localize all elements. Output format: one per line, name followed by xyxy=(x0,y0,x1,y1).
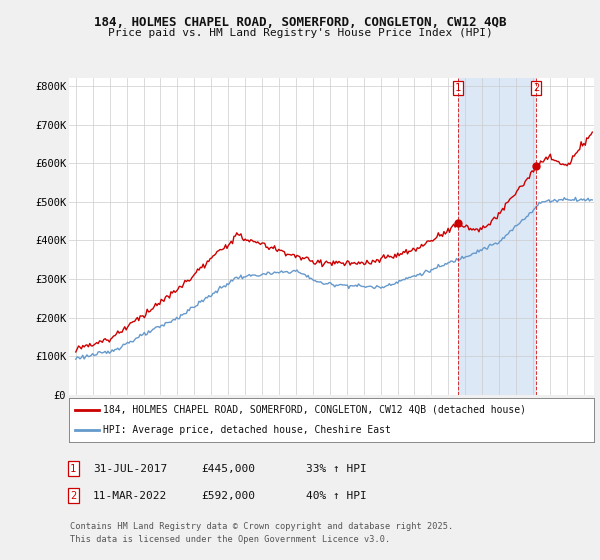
Text: Price paid vs. HM Land Registry's House Price Index (HPI): Price paid vs. HM Land Registry's House … xyxy=(107,28,493,38)
Text: £445,000: £445,000 xyxy=(201,464,255,474)
Text: 184, HOLMES CHAPEL ROAD, SOMERFORD, CONGLETON, CW12 4QB (detached house): 184, HOLMES CHAPEL ROAD, SOMERFORD, CONG… xyxy=(103,405,526,415)
Text: 184, HOLMES CHAPEL ROAD, SOMERFORD, CONGLETON, CW12 4QB: 184, HOLMES CHAPEL ROAD, SOMERFORD, CONG… xyxy=(94,16,506,29)
Text: Contains HM Land Registry data © Crown copyright and database right 2025.: Contains HM Land Registry data © Crown c… xyxy=(70,522,454,531)
Text: HPI: Average price, detached house, Cheshire East: HPI: Average price, detached house, Ches… xyxy=(103,425,391,435)
Text: 40% ↑ HPI: 40% ↑ HPI xyxy=(306,491,367,501)
Text: £592,000: £592,000 xyxy=(201,491,255,501)
Bar xyxy=(458,78,536,395)
Text: 2: 2 xyxy=(533,83,539,93)
Text: 1: 1 xyxy=(455,83,461,93)
Text: 1: 1 xyxy=(70,464,76,474)
Text: 31-JUL-2017: 31-JUL-2017 xyxy=(93,464,167,474)
Text: This data is licensed under the Open Government Licence v3.0.: This data is licensed under the Open Gov… xyxy=(70,535,391,544)
Text: 2: 2 xyxy=(70,491,76,501)
Text: 11-MAR-2022: 11-MAR-2022 xyxy=(93,491,167,501)
Text: 33% ↑ HPI: 33% ↑ HPI xyxy=(306,464,367,474)
